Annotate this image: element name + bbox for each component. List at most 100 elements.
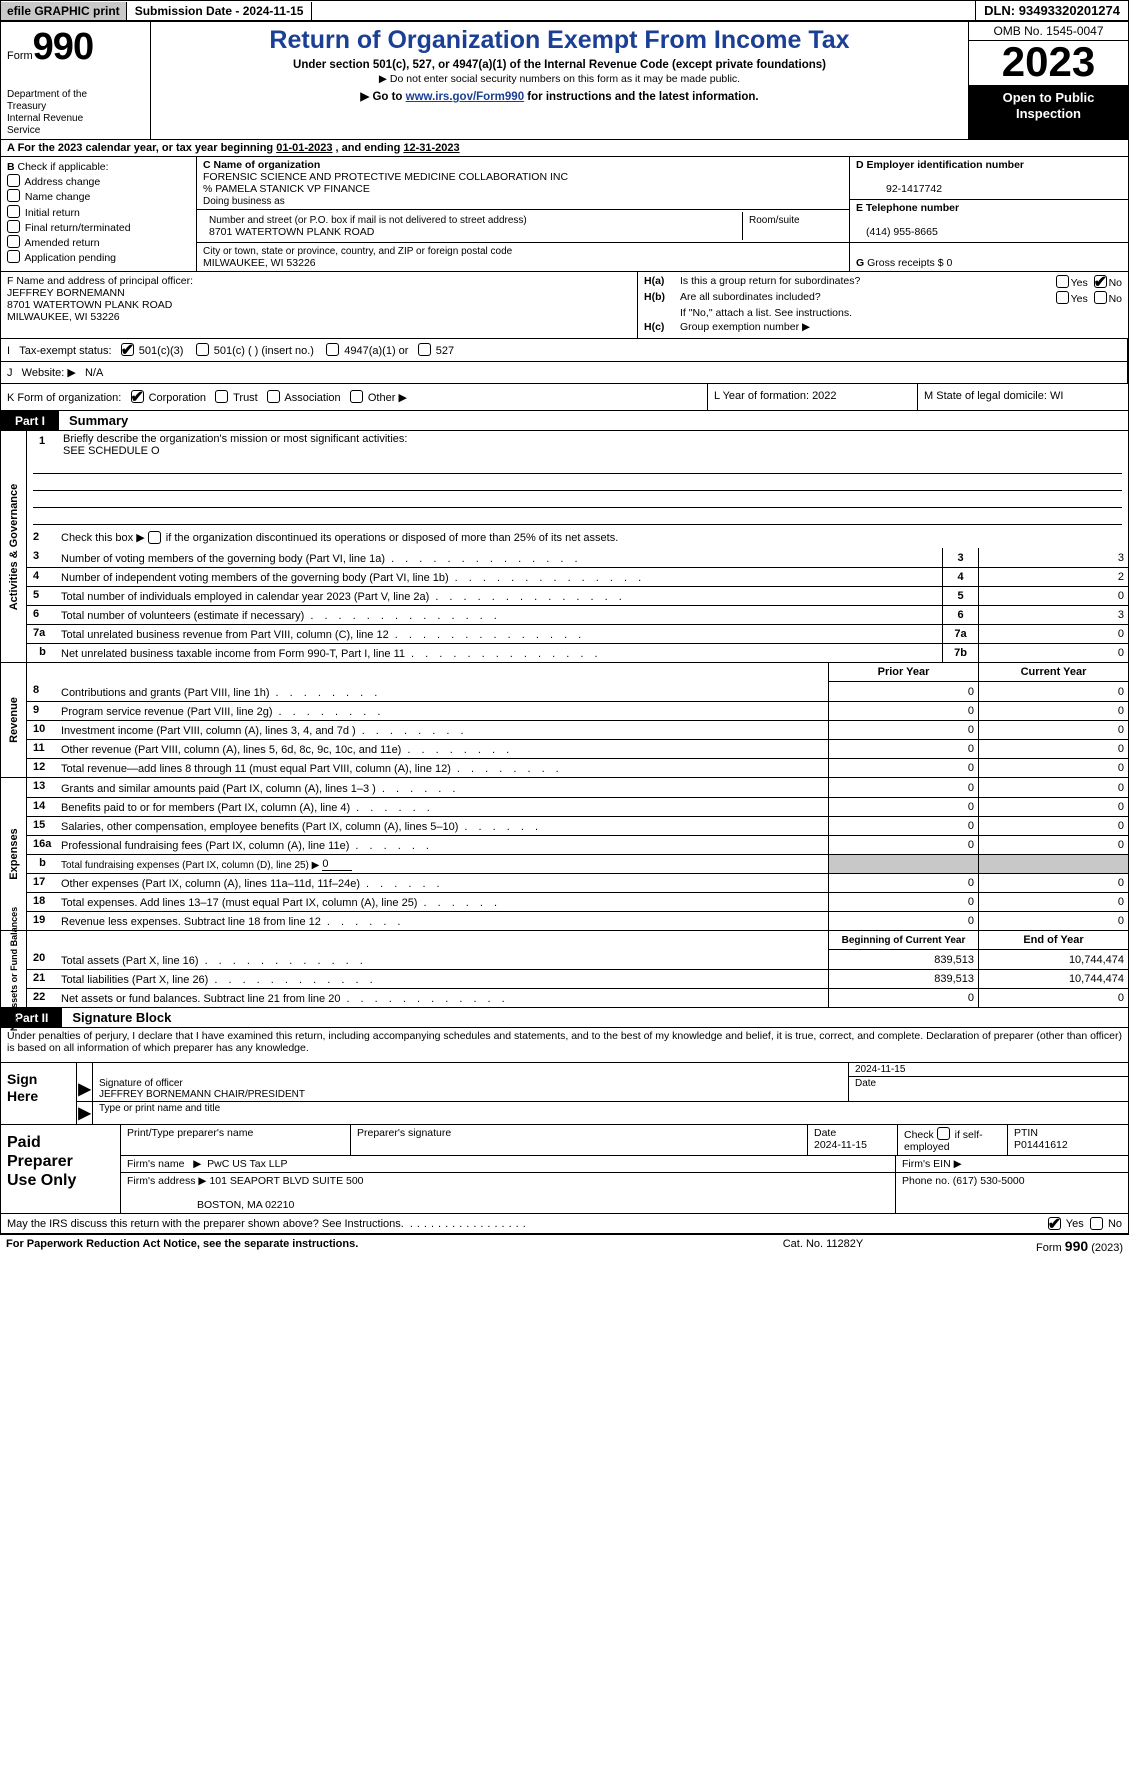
summary-row: 16a Professional fundraising fees (Part … [27, 835, 1128, 854]
summary-row: 10 Investment income (Part VIII, column … [27, 720, 1128, 739]
col-d-ein-tel: D Employer identification number 92-1417… [850, 157, 1128, 271]
col-b-checkboxes: B Check if applicable: Address change Na… [1, 157, 197, 271]
summary-row: 13 Grants and similar amounts paid (Part… [27, 778, 1128, 797]
summary-row: 18 Total expenses. Add lines 13–17 (must… [27, 892, 1128, 911]
form-title: Return of Organization Exempt From Incom… [157, 26, 962, 55]
cat-no: Cat. No. 11282Y [723, 1238, 923, 1254]
row-fh: F Name and address of principal officer:… [1, 272, 1128, 339]
efile-print-button[interactable]: efile GRAPHIC print [1, 2, 127, 20]
chk-ha-yes[interactable] [1056, 275, 1069, 288]
chk-final-return[interactable] [7, 220, 20, 233]
submission-date: Submission Date - 2024-11-15 [127, 2, 313, 20]
chk-assoc[interactable] [267, 390, 280, 403]
summary-row: 15 Salaries, other compensation, employe… [27, 816, 1128, 835]
org-street: 8701 WATERTOWN PLANK ROAD [209, 226, 374, 238]
col-c-name-addr: C Name of organization FORENSIC SCIENCE … [197, 157, 850, 271]
section-net-assets: Net Assets or Fund Balances Beginning of… [1, 931, 1128, 1008]
chk-initial-return[interactable] [7, 205, 20, 218]
chk-hb-no[interactable] [1094, 291, 1107, 304]
chk-discuss-no[interactable] [1090, 1217, 1103, 1230]
org-name: FORENSIC SCIENCE AND PROTECTIVE MEDICINE… [203, 171, 568, 183]
part-ii-header: Part II Signature Block [1, 1008, 1128, 1028]
mission-value: SEE SCHEDULE O [63, 445, 160, 457]
chk-501c3[interactable] [121, 343, 134, 356]
summary-row: b Total fundraising expenses (Part IX, c… [27, 854, 1128, 873]
summary-row: 14 Benefits paid to or for members (Part… [27, 797, 1128, 816]
chk-527[interactable] [418, 343, 431, 356]
firm-name: PwC US Tax LLP [207, 1158, 287, 1170]
group-return-section: H(a) Is this a group return for subordin… [638, 272, 1128, 338]
arrow-icon: ▶ [77, 1102, 93, 1124]
paid-preparer-label: PaidPreparerUse Only [1, 1125, 121, 1213]
form-word: Form [7, 50, 33, 62]
summary-row: 17 Other expenses (Part IX, column (A), … [27, 873, 1128, 892]
row-klm: K Form of organization: Corporation Trus… [1, 384, 1128, 411]
summary-row: 21 Total liabilities (Part X, line 26). … [27, 969, 1128, 988]
row-j: J Website: ▶ N/A [1, 362, 1128, 384]
chk-4947[interactable] [326, 343, 339, 356]
summary-row: 4 Number of independent voting members o… [27, 567, 1128, 586]
header-right: OMB No. 1545-0047 2023 Open to PublicIns… [968, 22, 1128, 139]
sign-here-block: SignHere 2024-11-15 ▶ Signature of offic… [1, 1063, 1128, 1125]
form-subtitle-2: ▶ Do not enter social security numbers o… [157, 73, 962, 85]
chk-discontinued[interactable] [148, 531, 161, 544]
section-expenses: Expenses 13 Grants and similar amounts p… [1, 778, 1128, 931]
summary-row: 19 Revenue less expenses. Subtract line … [27, 911, 1128, 930]
firm-addr-1: 101 SEAPORT BLVD SUITE 500 [209, 1175, 363, 1187]
perjury-statement: Under penalties of perjury, I declare th… [1, 1028, 1128, 1063]
org-telephone: (414) 955-8665 [856, 226, 938, 238]
org-city: MILWAUKEE, WI 53226 [203, 257, 316, 269]
dba-label: Doing business as [203, 196, 285, 207]
org-care-of: % PAMELA STANICK VP FINANCE [203, 183, 370, 195]
form-container: Form990 Department of theTreasuryInterna… [0, 21, 1129, 1235]
irs-discuss-row: May the IRS discuss this return with the… [1, 1214, 1128, 1234]
org-ein: 92-1417742 [856, 183, 942, 195]
prep-date: 2024-11-15 [814, 1139, 867, 1151]
summary-row: 8 Contributions and grants (Part VIII, l… [27, 682, 1128, 701]
chk-self-employed[interactable] [937, 1127, 950, 1140]
summary-row: 12 Total revenue—add lines 8 through 11 … [27, 758, 1128, 777]
chk-discuss-yes[interactable] [1048, 1217, 1061, 1230]
section-activities-governance: Activities & Governance 1 Briefly descri… [1, 431, 1128, 663]
arrow-icon: ▶ [77, 1077, 93, 1101]
form-subtitle-3: ▶ Go to www.irs.gov/Form990 for instruct… [157, 89, 962, 103]
section-revenue: Revenue Prior Year Current Year 8 Contri… [1, 663, 1128, 778]
arrow-icon [77, 1063, 93, 1077]
form-footer: Form 990 (2023) [923, 1238, 1123, 1254]
chk-trust[interactable] [215, 390, 228, 403]
chk-address-change[interactable] [7, 174, 20, 187]
chk-amended-return[interactable] [7, 235, 20, 248]
part-i-title: Summary [59, 411, 138, 430]
chk-application-pending[interactable] [7, 250, 20, 263]
part-i-tab: Part I [1, 411, 59, 430]
summary-row: 5 Total number of individuals employed i… [27, 586, 1128, 605]
website-value: N/A [85, 367, 103, 379]
row-i: I Tax-exempt status: 501(c)(3) 501(c) ( … [1, 339, 1128, 362]
chk-other[interactable] [350, 390, 363, 403]
paid-preparer-block: PaidPreparerUse Only Print/Type preparer… [1, 1125, 1128, 1214]
summary-row: 20 Total assets (Part X, line 16). . . .… [27, 950, 1128, 969]
chk-corp[interactable] [131, 390, 144, 403]
part-i-header: Part I Summary [1, 411, 1128, 431]
chk-501c[interactable] [196, 343, 209, 356]
header-mid: Return of Organization Exempt From Incom… [151, 22, 968, 139]
summary-row: 11 Other revenue (Part VIII, column (A),… [27, 739, 1128, 758]
summary-row: b Net unrelated business taxable income … [27, 643, 1128, 662]
tax-year: 2023 [969, 41, 1128, 86]
grid-bcd: B Check if applicable: Address change Na… [1, 157, 1128, 272]
chk-ha-no[interactable] [1094, 275, 1107, 288]
year-formation: 2022 [812, 390, 836, 402]
irs-link[interactable]: www.irs.gov/Form990 [406, 91, 524, 103]
chk-name-change[interactable] [7, 189, 20, 202]
state-domicile: WI [1050, 390, 1063, 402]
part-ii-title: Signature Block [62, 1008, 181, 1027]
chk-hb-yes[interactable] [1056, 291, 1069, 304]
gross-receipts: 0 [946, 257, 952, 269]
sign-here-label: SignHere [1, 1063, 77, 1124]
form-header: Form990 Department of theTreasuryInterna… [1, 22, 1128, 140]
form-number: 990 [33, 26, 93, 68]
summary-row: 3 Number of voting members of the govern… [27, 548, 1128, 567]
open-to-public: Open to PublicInspection [969, 86, 1128, 139]
summary-row: 6 Total number of volunteers (estimate i… [27, 605, 1128, 624]
topbar: efile GRAPHIC print Submission Date - 20… [0, 0, 1129, 21]
